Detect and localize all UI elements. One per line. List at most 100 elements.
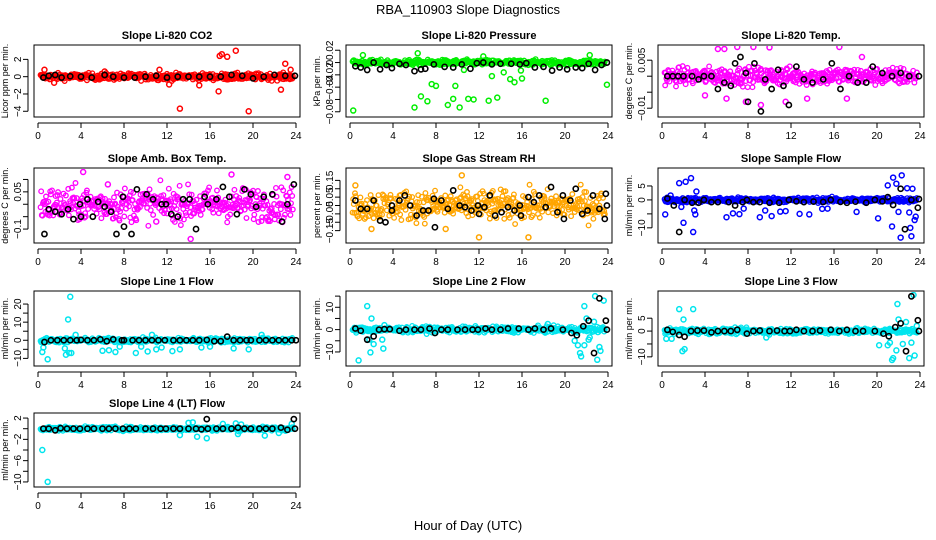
data-point bbox=[734, 70, 741, 77]
data-point bbox=[585, 222, 592, 229]
x-axis: 0 4 8 12 16 20 24 bbox=[347, 248, 614, 268]
hourly-mean-point bbox=[596, 205, 603, 213]
hourly-mean-point bbox=[915, 327, 923, 335]
data-point bbox=[255, 219, 262, 225]
hourly-mean-point bbox=[670, 202, 678, 209]
plot-frame bbox=[657, 290, 925, 367]
data-point bbox=[421, 214, 428, 220]
hourly-mean-point bbox=[859, 327, 867, 335]
data-point bbox=[80, 202, 87, 209]
hourly-mean-point bbox=[201, 193, 209, 201]
y-tick-label: −0.04 bbox=[325, 74, 336, 100]
outlier-point bbox=[470, 96, 477, 103]
figure-title: RBA_110903 Slope Diagnostics bbox=[376, 2, 561, 17]
outlier-point bbox=[187, 235, 194, 242]
hourly-mean-point bbox=[94, 198, 102, 206]
hourly-mean-point bbox=[411, 326, 418, 334]
outlier-point bbox=[893, 180, 900, 187]
x-tick-label: 0 bbox=[347, 257, 353, 268]
hourly-mean-point bbox=[720, 327, 728, 335]
data-point bbox=[173, 206, 180, 213]
hourly-mean-point bbox=[680, 72, 687, 80]
hourly-mean-point bbox=[468, 207, 475, 214]
hourly-mean-point bbox=[154, 336, 162, 344]
hourly-mean-point bbox=[388, 64, 396, 72]
plot-frame bbox=[345, 290, 613, 367]
outlier-point bbox=[895, 208, 902, 216]
y-axis-label: ml/min per min. bbox=[624, 298, 634, 360]
hourly-mean-point bbox=[578, 64, 586, 72]
hourly-mean-point bbox=[278, 218, 286, 226]
hourly-mean-point bbox=[535, 192, 543, 199]
y-tick-label: 0 bbox=[325, 59, 336, 65]
x-tick-label: 12 bbox=[473, 131, 485, 142]
hourly-mean-point bbox=[559, 326, 567, 334]
outlier-point bbox=[803, 95, 811, 102]
outlier-point bbox=[693, 188, 700, 195]
x-tick-label: 12 bbox=[473, 380, 485, 391]
data-point bbox=[258, 218, 265, 225]
data-point bbox=[901, 78, 908, 85]
hourly-mean-point bbox=[516, 202, 524, 209]
panel-title: Slope Amb. Box Temp. bbox=[108, 153, 227, 165]
y-tick-label: −0.01 bbox=[637, 95, 648, 121]
hourly-mean-point bbox=[45, 72, 53, 80]
outlier-point bbox=[836, 46, 843, 51]
outlier-point bbox=[245, 346, 252, 353]
hourly-mean-point bbox=[461, 326, 469, 334]
data-point bbox=[231, 186, 238, 193]
outlier-point bbox=[41, 66, 48, 74]
hourly-mean-point bbox=[497, 60, 504, 68]
hourly-mean-point bbox=[785, 196, 793, 204]
outlier-point bbox=[525, 234, 532, 241]
hourly-mean-point bbox=[515, 325, 523, 332]
outlier-point bbox=[158, 344, 165, 351]
hourly-mean-point bbox=[700, 327, 708, 334]
x-tick-label: 8 bbox=[121, 380, 127, 391]
data-point bbox=[43, 193, 49, 200]
data-point bbox=[57, 196, 64, 202]
x-tick-label: 12 bbox=[473, 257, 485, 268]
data-point bbox=[254, 188, 261, 194]
outlier-point bbox=[736, 210, 743, 218]
hourly-mean-point bbox=[902, 347, 910, 355]
hourly-mean-point bbox=[454, 326, 461, 334]
hourly-mean-point bbox=[382, 218, 389, 226]
data-point bbox=[726, 73, 733, 80]
hourly-mean-point bbox=[517, 212, 525, 219]
outlier-point bbox=[50, 79, 58, 86]
hourly-mean-point bbox=[584, 207, 591, 214]
hourly-mean-point bbox=[540, 326, 547, 334]
data-point bbox=[117, 208, 123, 215]
hourly-mean-point bbox=[101, 203, 109, 211]
outlier-point bbox=[176, 346, 184, 353]
outlier-point bbox=[689, 228, 697, 236]
outlier-point bbox=[223, 53, 231, 61]
outlier-point bbox=[663, 335, 670, 343]
hourly-mean-point bbox=[417, 65, 425, 73]
y-axis-label: degrees C per min. bbox=[0, 167, 10, 244]
y-tick-label: 0.05 bbox=[325, 187, 336, 207]
hourly-mean-point bbox=[819, 198, 827, 206]
x-tick-label: 8 bbox=[121, 257, 127, 268]
hourly-mean-point bbox=[888, 72, 896, 80]
outlier-point bbox=[480, 53, 487, 60]
x-tick-label: 12 bbox=[161, 131, 173, 142]
outlier-point bbox=[576, 349, 584, 357]
raw-points bbox=[37, 293, 299, 363]
outlier-point bbox=[352, 182, 359, 189]
outlier-point bbox=[897, 234, 904, 241]
hourly-mean-point bbox=[862, 199, 870, 207]
outlier-point bbox=[680, 316, 687, 323]
hourly-mean-point bbox=[203, 336, 211, 344]
hourly-mean-point bbox=[908, 196, 915, 204]
x-tick-label: 12 bbox=[161, 257, 173, 268]
hourly-mean-point bbox=[103, 337, 111, 345]
hourly-mean-point bbox=[694, 327, 701, 334]
y-tick-label: 0 bbox=[637, 197, 648, 203]
